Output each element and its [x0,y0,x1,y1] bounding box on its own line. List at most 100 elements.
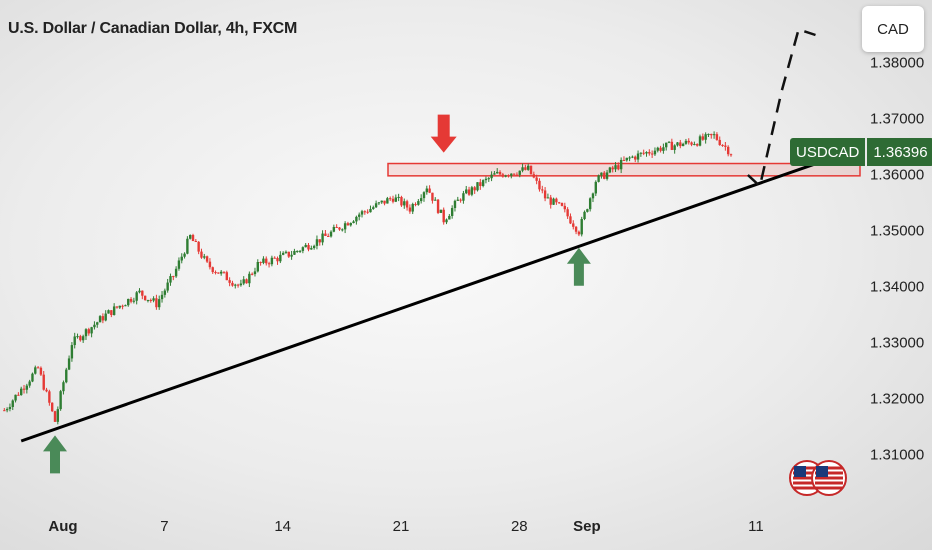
candle-body [222,271,226,273]
candle-body [242,279,245,284]
candle-body [174,268,178,277]
candle-body [25,385,29,390]
candle-body [645,152,648,154]
candle-body [636,153,640,160]
last-price-badge: USDCAD 1.36396 [790,138,932,166]
candle-body [160,294,164,300]
candle-body [310,248,313,250]
candle-body [197,241,200,252]
candle-body [217,272,220,274]
candle-body [628,157,631,159]
currency-button[interactable]: CAD [862,6,924,52]
candle-body [434,199,437,201]
candle-body [279,254,282,262]
candle-body [200,251,203,258]
candle-body [687,140,690,143]
y-tick-label: 1.32000 [870,390,925,408]
candle-body [487,178,490,180]
last-price-value: 1.36396 [867,138,932,166]
candle-body [586,209,589,212]
candle-body [386,198,389,204]
candle-body [169,276,172,283]
candle-body [76,336,79,338]
candle-body [149,299,152,301]
candle-body [391,198,395,202]
candle-body [143,295,147,301]
candle-body [189,235,192,239]
down-arrow-icon [430,114,457,153]
trendline [20,162,816,443]
candle-body [214,272,217,274]
candle-body [315,239,319,246]
candle-body [704,134,707,140]
candle-body [203,256,206,258]
candle-body [48,391,51,403]
candle-body [538,180,541,190]
candle-body [225,272,229,281]
candle-body [355,216,358,222]
candle-body [101,316,105,321]
candle-body [622,159,626,161]
candle-body [50,402,54,412]
candle-body [718,139,721,145]
candle-body [301,247,305,251]
candle-body [541,189,544,191]
candle-body [605,172,609,179]
candle-body [124,305,127,307]
candle-body [138,290,141,293]
candle-body [462,193,465,201]
candle-body [465,189,468,194]
candle-body [332,226,336,232]
candle-body [104,313,107,321]
candle-body [110,310,113,316]
candle-body [296,250,299,252]
candle-body [158,299,161,308]
candle-body [448,215,451,220]
candle-body [419,198,423,202]
y-tick-label: 1.37000 [870,110,925,128]
candle-body [70,345,74,359]
candle-body [343,223,347,230]
candle-body [496,171,499,174]
candle-body [521,167,524,171]
candle-body [597,175,600,182]
candle-body [515,174,519,176]
candle-body [276,258,279,262]
candle-body [543,190,547,199]
candle-body [574,226,578,232]
candle-body [724,145,727,147]
candle-body [712,134,716,136]
candle-body [698,136,702,146]
candle-body [8,406,12,409]
candle-body [363,211,367,213]
candle-body [634,156,637,160]
up-arrow-icon [43,435,67,474]
candle-body [580,219,583,235]
candle-body [194,241,198,243]
candle-body [79,336,82,341]
candle-body [603,172,606,179]
candle-body [388,198,392,200]
candle-body [186,238,189,254]
candle-body [422,192,426,199]
x-tick-label: Aug [48,518,78,535]
y-tick-label: 1.35000 [870,222,925,240]
candle-body [98,316,102,323]
candle-body [380,200,383,203]
candle-body [481,180,485,186]
candle-body [411,204,414,212]
up-arrow-icon [566,247,591,286]
candle-body [673,145,676,150]
candle-body [56,409,60,422]
candle-body [529,165,533,175]
candle-body [507,175,510,177]
candle-body [510,173,513,176]
candle-body [518,170,521,175]
candle-body [484,178,488,181]
candle-body [132,300,136,302]
candle-body [490,174,493,179]
candle-body [470,187,474,195]
candle-body [639,152,643,154]
candle-body [318,239,321,243]
